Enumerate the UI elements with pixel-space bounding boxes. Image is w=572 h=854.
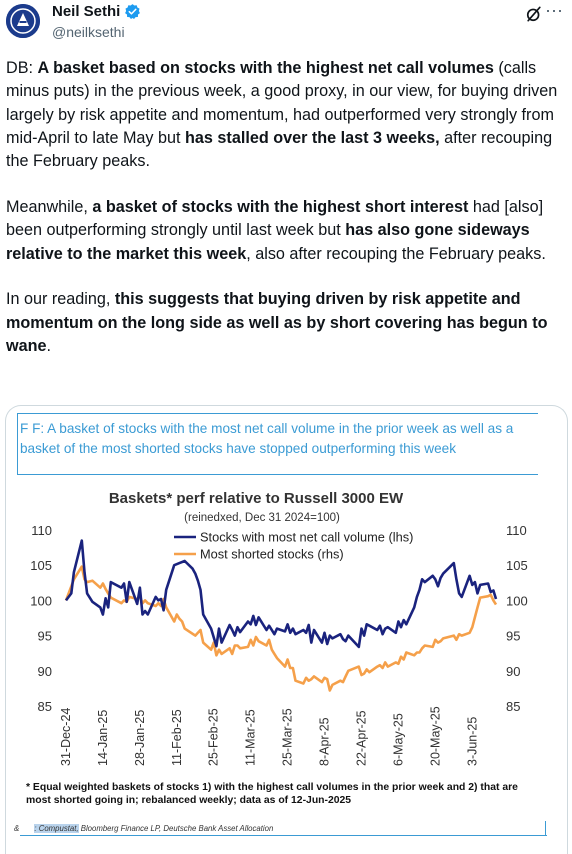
x-tick-label: 14-Jan-25 [96,710,110,766]
y-tick-left: 105 [30,558,52,573]
y-tick-right: 85 [506,699,520,714]
y-tick-left: 95 [38,629,52,644]
chart-axes: 85 85 90 90 95 95 100 100 105 105 110 110 31-Dec-24 1… [30,523,527,766]
more-options-icon[interactable]: ⋯ [545,1,563,21]
y-tick-left: 110 [31,523,52,538]
avatar[interactable] [6,4,40,38]
series-line-0 [64,539,498,649]
y-tick-left: 90 [38,664,52,679]
tweet-text-run: In our reading, [6,290,115,309]
chart-footnote: * Equal weighted baskets of stocks 1) wi… [26,782,518,806]
source-rest: Bloomberg Finance LP, Deutsche Bank Asse… [78,824,274,833]
tweet-text-run: has also gone sideways relative to the m… [6,221,530,263]
chart: Baskets* perf relative to Russell 3000 E… [30,490,527,766]
x-tick-label: 25-Feb-25 [207,708,221,766]
chart-subtitle: (reinedxed, Dec 31 2024=100) [184,512,340,524]
x-tick-label: 22-Apr-25 [354,710,368,766]
tweet-text-run: , also after recouping the February peak… [246,244,546,263]
x-tick-label: 3-Jun-25 [465,717,479,766]
tweet-paragraph-3: In our reading, this suggests that buyin… [6,288,568,358]
series-line-1 [64,565,498,692]
y-tick-left: 85 [38,699,52,714]
x-tick-label: 11-Mar-25 [244,709,258,766]
tweet-text-run: A basket based on stocks with the highes… [37,59,494,77]
frame-bottom-line [20,835,547,836]
author-name-row: Neil Sethi [52,3,141,20]
tweet-paragraph-2: Meanwhile, a basket of stocks with the h… [6,196,568,266]
tweet-text-run: a basket of stocks with the highest shor… [92,197,469,216]
y-tick-right: 90 [506,664,520,679]
frame-tick [545,821,546,835]
author-name[interactable]: Neil Sethi [52,3,121,20]
y-tick-left: 100 [30,593,52,608]
chart-title: Baskets* perf relative to Russell 3000 E… [109,490,404,507]
grok-icon[interactable] [524,4,544,24]
tweet-text-run: had [also] been outperforming strongly u… [6,197,544,240]
tweet-text-run: after recouping the February peaks. [6,128,553,171]
x-tick-label: 31-Dec-24 [59,708,73,766]
y-tick-right: 95 [506,629,520,644]
x-tick-label: 6-May-25 [391,713,405,766]
x-tick-label: 25-Mar-25 [281,708,295,766]
y-tick-right: 100 [506,593,528,608]
chart-caption: F F: A basket of stocks with the most ne… [20,421,514,456]
verified-badge-icon [125,4,141,20]
avatar-logo-icon [6,4,40,38]
x-tick-label: 11-Feb-25 [170,709,184,766]
tweet-text-run: (calls minus puts) in the previous week,… [6,59,558,147]
tweet-text: DB: A basket based on stocks with the hi… [6,57,568,381]
caption-frame [17,413,538,475]
tweet-text-run: this suggests that buying driven by risk… [6,290,548,355]
tweet-paragraph-1: DB: A basket based on stocks with the hi… [6,57,568,173]
y-tick-right: 110 [506,523,527,538]
tweet-text-run: Meanwhile, [6,197,93,216]
legend-label: Stocks with most net call volume (lhs) [200,530,413,545]
x-tick-label: 20-May-25 [428,706,442,766]
x-tick-label: 8-Apr-25 [318,717,332,766]
legend-label: Most shorted stocks (rhs) [200,547,344,562]
tweet-media-image[interactable]: F F: A basket of stocks with the most ne… [5,405,568,854]
y-tick-right: 105 [506,558,528,573]
tweet-header: Neil Sethi @neilksethi ⋯ [0,0,572,48]
tweet-text-run: . [46,336,52,355]
chart-series [64,539,498,692]
x-tick-label: 28-Jan-25 [133,710,147,766]
author-handle[interactable]: @neilksethi [52,24,125,40]
source-highlight: : Compustat, [34,824,79,833]
source-prefix: & [14,824,20,833]
chart-legend: Stocks with most net call volume (lhs) Mo… [174,530,413,562]
tweet-text-run: DB: [6,59,38,77]
chart-source: & : Compustat, Bloomberg Finance LP, Deu… [14,824,273,833]
tweet-text-run: has stalled over the last 3 weeks, [185,128,440,147]
